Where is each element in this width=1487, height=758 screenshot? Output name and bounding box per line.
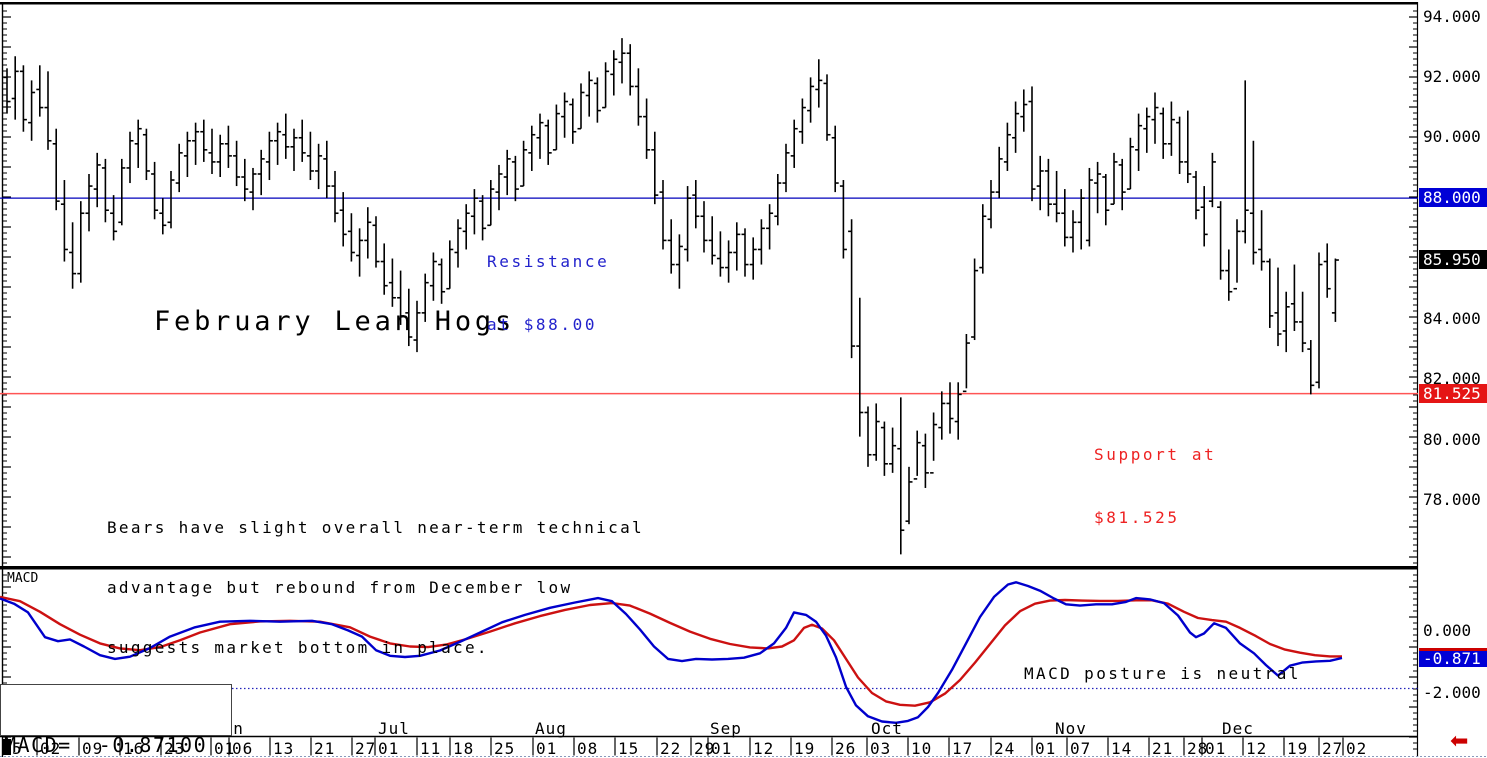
commentary-line1: Bears have slight overall near-term tech…: [107, 518, 644, 537]
date-tick-label: 01: [1205, 739, 1227, 758]
axis-corner-marker: [2, 739, 11, 755]
scroll-left-arrow-icon[interactable]: ⬅: [1450, 729, 1469, 754]
date-tick-label: 12: [753, 739, 775, 758]
date-tick-label: 08: [577, 739, 599, 758]
commentary-line3: suggests market bottom in place.: [107, 638, 489, 657]
price-axis-label: 88.000: [1419, 188, 1487, 207]
price-axis-label: 82.000: [1423, 369, 1481, 388]
date-tick-label: 11: [420, 739, 442, 758]
price-axis-label: 94.000: [1423, 7, 1481, 26]
month-label: Aug: [535, 719, 567, 738]
date-tick-label: 12: [1246, 739, 1268, 758]
resistance-annotation: Resistance at $88.00: [487, 209, 609, 377]
macd-posture-annotation: MACD posture is neutral: [1024, 664, 1301, 683]
date-tick-label: 16: [123, 739, 145, 758]
macd-axis-label: -0.871: [1419, 648, 1487, 667]
commentary-line2: advantage but rebound from December low: [107, 578, 573, 597]
date-tick-label: 06: [232, 739, 254, 758]
date-tick-label: 19: [794, 739, 816, 758]
date-tick-label: 02: [1346, 739, 1368, 758]
price-axis-label: 80.000: [1423, 430, 1481, 449]
support-annotation-line1: Support at: [1094, 445, 1217, 464]
date-tick-label: 29: [694, 739, 716, 758]
month-label: Jul: [378, 719, 410, 738]
date-tick-label: 01: [1035, 739, 1057, 758]
date-tick-label: 21: [314, 739, 336, 758]
resistance-annotation-line2: at $88.00: [487, 315, 598, 334]
date-tick-label: 28: [1187, 739, 1209, 758]
macd-axis-label: -2.000: [1423, 683, 1481, 702]
date-tick-label: 10: [911, 739, 933, 758]
date-tick-label: 01: [378, 739, 400, 758]
date-tick-label: 09: [82, 739, 104, 758]
date-tick-label: 07: [1070, 739, 1092, 758]
date-tick-label: 22: [660, 739, 682, 758]
date-tick-label: 19: [1287, 739, 1309, 758]
month-label: Dec: [1222, 719, 1254, 738]
date-tick-label: 13: [273, 739, 295, 758]
date-tick-label: 25: [494, 739, 516, 758]
date-tick-label: 01: [214, 739, 236, 758]
date-tick-label: 03: [870, 739, 892, 758]
date-tick-label: 01: [536, 739, 558, 758]
price-axis-label: 81.525: [1419, 384, 1487, 403]
macd-value-line: MACD= -0.87100: [4, 733, 208, 757]
macd-panel-label: MACD: [7, 571, 39, 586]
price-axis-label: 90.000: [1423, 127, 1481, 146]
month-label: Nov: [1055, 719, 1087, 738]
date-tick-label: 18: [453, 739, 475, 758]
date-tick-label: 17: [952, 739, 974, 758]
support-annotation-line2: $81.525: [1094, 508, 1180, 527]
commentary-annotation: Bears have slight overall near-term tech…: [107, 478, 644, 698]
date-tick-label: 21: [1152, 739, 1174, 758]
resistance-annotation-line1: Resistance: [487, 252, 610, 271]
price-axis-label: 85.950: [1419, 250, 1487, 269]
price-axis-label: 84.000: [1423, 309, 1481, 328]
support-annotation: Support at $81.525: [1094, 402, 1216, 570]
price-axis-label: 78.000: [1423, 490, 1481, 509]
date-tick-label: 14: [1111, 739, 1133, 758]
macd-axis-label: 0.000: [1423, 621, 1472, 640]
date-tick-label: 23: [164, 739, 186, 758]
month-label: Sep: [710, 719, 742, 738]
date-tick-label: 02: [40, 739, 62, 758]
date-tick-label: 01: [711, 739, 733, 758]
macd-value-box: MACD= -0.87100 MACDA= -0.82144: [0, 684, 232, 757]
price-axis-label: 92.000: [1423, 67, 1481, 86]
date-tick-label: 27: [1322, 739, 1344, 758]
date-tick-label: 27: [355, 739, 377, 758]
date-tick-label: 24: [994, 739, 1016, 758]
month-label: Oct: [871, 719, 903, 738]
date-tick-label: 15: [618, 739, 640, 758]
date-tick-label: 5: [12, 739, 23, 758]
date-tick-label: 26: [835, 739, 857, 758]
chart-title: February Lean Hogs: [154, 306, 515, 337]
